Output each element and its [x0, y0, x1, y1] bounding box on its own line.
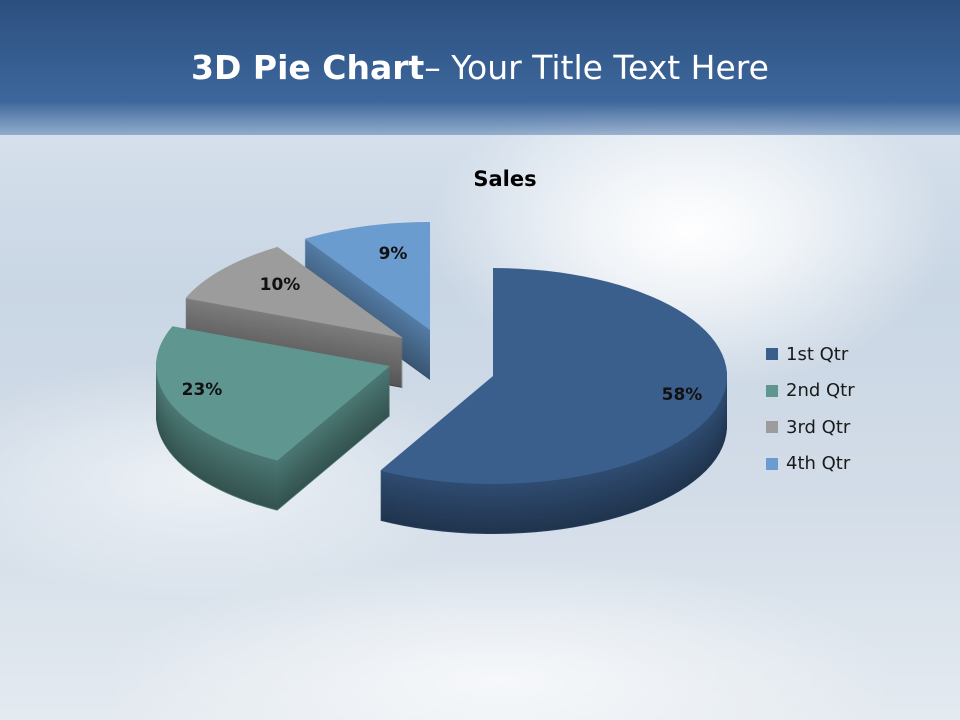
legend-item: 1st Qtr: [766, 336, 855, 373]
pie-slice-1st-qtr: [380, 268, 728, 534]
legend-label: 2nd Qtr: [786, 380, 855, 402]
legend-swatch: [766, 421, 778, 434]
legend-label: 4th Qtr: [786, 453, 851, 475]
slice-top: [185, 246, 403, 338]
slide-title-rest: – Your Title Text Here: [424, 48, 769, 87]
legend-swatch: [766, 457, 778, 470]
data-label: 58%: [662, 385, 703, 405]
legend-swatch: [766, 384, 778, 397]
legend-item: 4th Qtr: [766, 446, 855, 483]
slice-top: [380, 268, 727, 484]
slide-title-bold: 3D Pie Chart: [191, 48, 425, 87]
data-label: 23%: [182, 380, 223, 400]
legend-item: 2nd Qtr: [766, 373, 855, 410]
slice-top: [156, 326, 390, 461]
slice-top: [304, 222, 430, 330]
title-band: [0, 0, 960, 135]
pie-slice-2nd-qtr: [156, 326, 390, 511]
legend-swatch: [766, 348, 778, 361]
slide-title: 3D Pie Chart– Your Title Text Here: [0, 48, 960, 87]
chart-title: Sales: [473, 167, 537, 191]
legend-label: 3rd Qtr: [786, 416, 851, 438]
data-label: 10%: [260, 275, 301, 295]
legend-label: 1st Qtr: [786, 343, 849, 365]
data-label: 9%: [379, 244, 408, 264]
pie-slice-3rd-qtr: [185, 246, 403, 388]
legend-item: 3rd Qtr: [766, 409, 855, 446]
legend: 1st Qtr 2nd Qtr 3rd Qtr 4th Qtr: [766, 336, 855, 482]
